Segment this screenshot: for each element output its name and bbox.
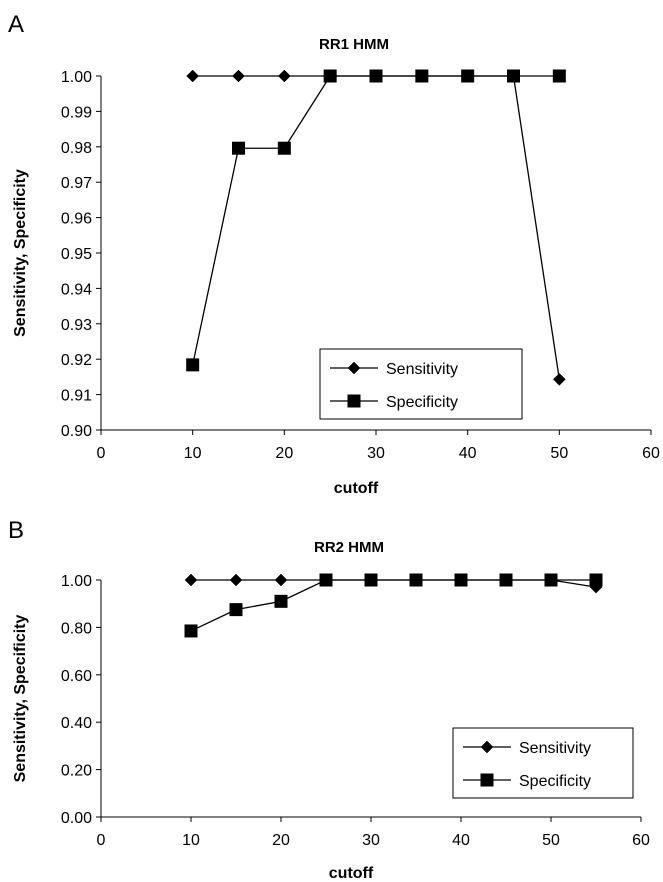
data-point-specificity-b (409, 573, 423, 587)
legend-box-a (319, 348, 523, 420)
y-tick-label-a: 0.95 (61, 246, 92, 263)
y-tick-label-b: 0.20 (61, 763, 92, 780)
data-point-specificity-a (552, 69, 566, 83)
data-point-specificity-b (364, 573, 378, 587)
x-tick-label-b: 50 (542, 832, 560, 849)
data-point-specificity-b (589, 573, 603, 587)
y-tick-label-a: 0.92 (61, 352, 92, 369)
x-axis-title-a: cutoff (334, 480, 379, 497)
legend-marker-specificity-a (347, 394, 361, 408)
series-line-specificity-b (190, 579, 596, 632)
x-tick-label-b: 30 (362, 832, 380, 849)
y-tick-label-a: 0.91 (61, 388, 92, 405)
data-point-specificity-a (277, 141, 291, 155)
legend-label-specificity-a: Specificity (386, 394, 458, 411)
y-axis-title-b: Sensitivity, Specificity (12, 615, 29, 783)
y-tick-label-a: 0.94 (61, 281, 92, 298)
data-point-specificity-a (232, 141, 245, 155)
data-point-sensitivity-b (184, 573, 198, 587)
y-tick-label-b: 0.60 (61, 668, 92, 685)
x-tick-label-b: 60 (632, 832, 650, 849)
legend-b: Sensitivity Specificity (452, 727, 634, 799)
series-line-sensitivity-a (192, 75, 560, 380)
chart-title-a: RR1 HMM (319, 36, 389, 53)
y-tick-label-a: 0.97 (61, 175, 92, 192)
x-axis-title-b: cutoff (329, 865, 374, 882)
legend-label-specificity-b: Specificity (519, 773, 591, 790)
series-line-specificity-a (192, 75, 560, 365)
legend-marker-sensitivity-b (480, 740, 494, 754)
data-point-specificity-a (415, 69, 429, 83)
y-tick-label-b: 1.00 (61, 573, 92, 590)
x-tick-label-a: 40 (459, 445, 477, 462)
data-point-sensitivity-b (274, 573, 288, 587)
data-point-specificity-a (323, 69, 337, 83)
y-tick-label-b: 0.80 (61, 620, 92, 637)
chart-title-b: RR2 HMM (314, 539, 384, 556)
x-tick-label-b: 20 (272, 832, 290, 849)
x-tick-label-a: 10 (184, 445, 202, 462)
y-tick-label-a: 0.99 (61, 104, 92, 121)
legend-marker-sensitivity-a (347, 361, 361, 375)
data-point-specificity-b (184, 624, 198, 638)
panel-letter-b: B (8, 517, 24, 544)
data-point-specificity-b (229, 603, 243, 617)
data-point-specificity-b (544, 573, 558, 587)
x-tick-label-a: 30 (367, 445, 385, 462)
data-point-sensitivity-a (186, 69, 200, 83)
chart-panel-b: B RR2 HMM 0.00 0.20 0.40 0.60 0.80 1.00 0 10 20 30 4… (8, 517, 650, 882)
chart-panel-a: A RR1 HMM 0.90 0.91 0.92 0.93 0.94 0.95 0.96 0.97… (8, 11, 660, 497)
x-tick-label-b: 10 (182, 832, 200, 849)
y-tick-label-a: 0.90 (61, 423, 92, 440)
data-point-sensitivity-b (229, 573, 243, 587)
data-point-specificity-b (274, 594, 288, 608)
data-point-sensitivity-a (232, 69, 245, 83)
series-line-sensitivity-b (191, 579, 597, 588)
data-point-specificity-a (369, 69, 383, 83)
x-tick-label-a: 60 (642, 445, 660, 462)
data-point-specificity-b (319, 573, 333, 587)
x-tick-label-a: 0 (97, 445, 106, 462)
data-point-sensitivity-a (277, 69, 291, 83)
x-tick-label-a: 20 (275, 445, 293, 462)
legend-label-sensitivity-a: Sensitivity (386, 361, 458, 378)
y-tick-label-a: 0.93 (61, 317, 92, 334)
x-tick-label-a: 50 (550, 445, 568, 462)
y-axis-title-a: Sensitivity, Specificity (12, 169, 29, 337)
y-tick-label-a: 1.00 (61, 69, 92, 86)
legend-marker-specificity-b (480, 773, 494, 787)
x-tick-label-b: 40 (452, 832, 470, 849)
data-point-specificity-a (461, 69, 475, 83)
legend-a: Sensitivity Specificity (319, 348, 523, 420)
y-tick-label-b: 0.00 (61, 810, 92, 827)
panel-letter-a: A (8, 11, 24, 38)
data-point-specificity-a (507, 69, 520, 83)
data-point-specificity-a (186, 358, 200, 372)
y-tick-label-b: 0.40 (61, 715, 92, 732)
data-point-specificity-b (454, 573, 468, 587)
legend-label-sensitivity-b: Sensitivity (519, 740, 591, 757)
y-tick-label-a: 0.96 (61, 211, 92, 228)
x-tick-label-b: 0 (97, 832, 106, 849)
data-point-specificity-b (499, 573, 513, 587)
y-tick-label-a: 0.98 (61, 140, 92, 157)
data-point-sensitivity-a (552, 373, 566, 386)
